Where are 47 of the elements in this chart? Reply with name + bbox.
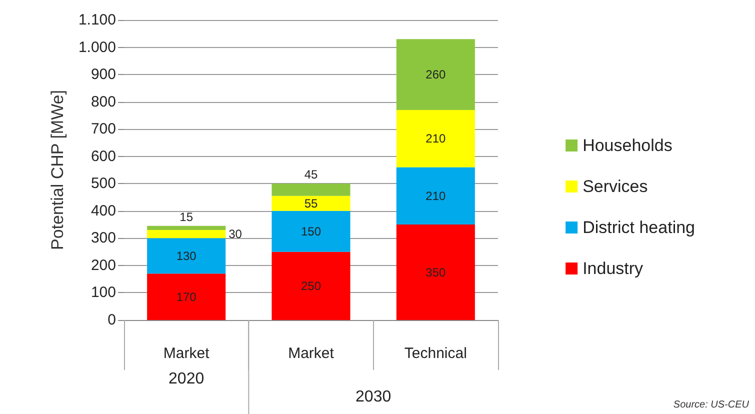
data-label: 30 <box>228 227 242 242</box>
y-tick-label: 700 <box>90 120 116 138</box>
bar <box>147 238 226 274</box>
y-tick-label: 0 <box>108 312 116 328</box>
y-tick-label: 300 <box>90 230 116 247</box>
y-tick-label: 100 <box>90 284 116 302</box>
bar <box>272 184 350 196</box>
source-note: Source: US-CEU <box>673 400 750 410</box>
bar <box>272 210 350 252</box>
x-tick-label: Market <box>163 345 210 362</box>
legend-label: Industry <box>582 259 644 278</box>
bar <box>272 196 350 211</box>
bar <box>396 167 475 225</box>
x-tick-label: Market <box>288 345 335 362</box>
data-label: 150 <box>300 224 322 238</box>
data-label: 15 <box>180 210 194 224</box>
legend-label: Households <box>582 136 672 155</box>
bar <box>396 224 475 320</box>
bar <box>147 230 226 238</box>
x-tick-label: Technical <box>404 345 467 362</box>
legend-label: Services <box>582 177 648 196</box>
y-tick-label: 900 <box>90 66 116 84</box>
data-label: 55 <box>304 196 318 210</box>
y-tick-label: 800 <box>90 93 116 110</box>
data-label: 210 <box>426 188 446 203</box>
bar <box>147 226 226 230</box>
bar <box>396 110 475 168</box>
y-tick-label: 400 <box>90 202 116 220</box>
data-label: 250 <box>300 278 322 293</box>
y-tick-label: 1.000 <box>78 38 116 56</box>
data-label: 210 <box>426 132 446 146</box>
text: 2030 <box>356 388 392 406</box>
bar <box>396 39 475 110</box>
data-label: 260 <box>426 68 446 82</box>
legend-label: District heating <box>582 218 696 237</box>
y-tick-label: 500 <box>90 175 116 192</box>
data-label: 170 <box>176 290 197 304</box>
y-tick-label: 1.100 <box>78 12 116 28</box>
y-axis-title: Potential CHP [MWe] <box>48 90 67 250</box>
text: 2020 <box>168 370 204 388</box>
data-label: 45 <box>304 168 318 182</box>
y-tick-label: 600 <box>90 148 116 165</box>
data-label: 350 <box>426 265 446 280</box>
y-tick-label: 200 <box>90 256 116 274</box>
data-label: 130 <box>176 248 197 263</box>
bar <box>272 252 350 320</box>
bar <box>147 274 226 320</box>
